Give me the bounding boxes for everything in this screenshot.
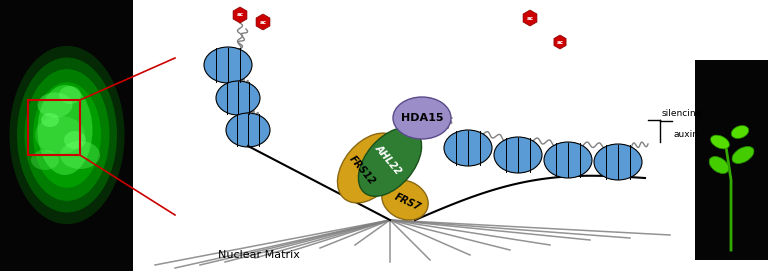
Ellipse shape (33, 82, 101, 188)
Ellipse shape (204, 47, 252, 83)
Ellipse shape (25, 69, 110, 201)
Text: ac: ac (260, 20, 266, 24)
Text: AHL22: AHL22 (372, 143, 403, 177)
Bar (695, 60, 768, 260)
Text: FRS12: FRS12 (347, 154, 377, 186)
Ellipse shape (494, 137, 542, 173)
Ellipse shape (382, 180, 429, 220)
Ellipse shape (38, 92, 72, 118)
Ellipse shape (732, 146, 754, 163)
Ellipse shape (59, 86, 81, 104)
Ellipse shape (41, 113, 59, 127)
Ellipse shape (393, 97, 451, 139)
Bar (0, 0, 133, 271)
Text: silencing: silencing (662, 109, 703, 118)
Text: auxin: auxin (674, 130, 699, 139)
Text: ac: ac (527, 15, 534, 21)
Ellipse shape (226, 113, 270, 147)
Ellipse shape (35, 116, 85, 154)
Ellipse shape (710, 135, 730, 149)
Ellipse shape (444, 130, 492, 166)
Ellipse shape (38, 85, 92, 175)
Ellipse shape (31, 150, 59, 170)
Ellipse shape (709, 156, 729, 173)
Ellipse shape (731, 125, 749, 138)
Bar (28, 100, 80, 155)
Text: HDA15: HDA15 (401, 113, 443, 123)
Ellipse shape (544, 142, 592, 178)
Ellipse shape (216, 81, 260, 115)
Ellipse shape (337, 133, 402, 203)
Ellipse shape (64, 131, 86, 149)
Ellipse shape (594, 144, 642, 180)
Ellipse shape (60, 141, 100, 169)
Ellipse shape (359, 128, 422, 196)
Text: ac: ac (557, 40, 564, 44)
Text: FRS7: FRS7 (393, 192, 422, 212)
Text: ac: ac (237, 12, 243, 18)
Ellipse shape (9, 46, 124, 224)
Text: Nuclear Matrix: Nuclear Matrix (218, 250, 300, 260)
Ellipse shape (17, 57, 117, 212)
